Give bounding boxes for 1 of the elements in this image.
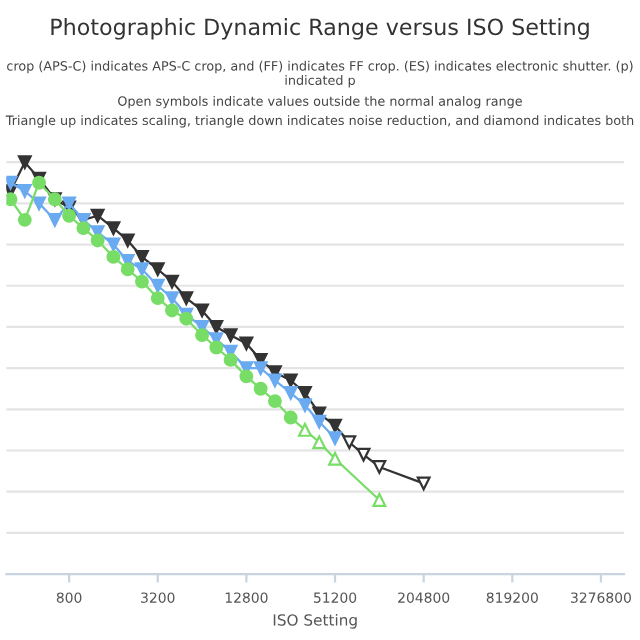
chart-title: Photographic Dynamic Range versus ISO Setting (51, 18, 589, 40)
